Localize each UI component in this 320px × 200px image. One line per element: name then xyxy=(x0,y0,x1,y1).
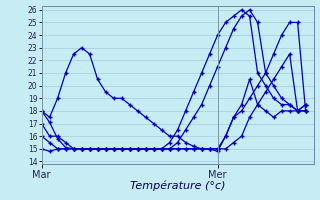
X-axis label: Température (°c): Température (°c) xyxy=(130,181,225,191)
